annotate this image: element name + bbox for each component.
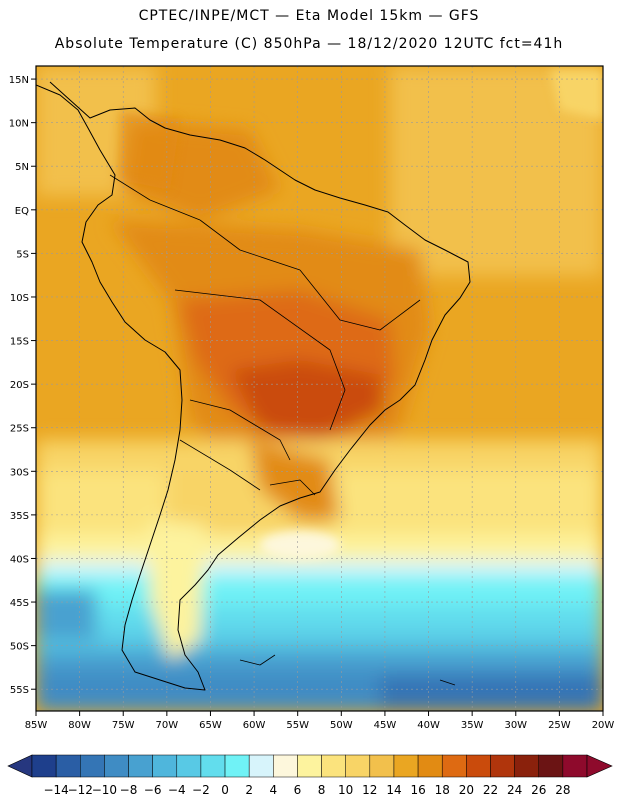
colorbar-label: 14	[386, 783, 401, 797]
lon-label: 85W	[25, 720, 48, 731]
lat-label: 15N	[9, 75, 29, 86]
colorbar-swatch	[417, 754, 443, 778]
colorbar-swatch	[273, 754, 298, 778]
colorbar-swatch	[297, 754, 322, 778]
lon-label: 25W	[548, 720, 571, 731]
colorbar-label: 24	[507, 783, 522, 797]
lat-label: 10S	[10, 293, 29, 304]
lat-label: 20S	[10, 380, 29, 391]
colorbar-label: −12	[68, 783, 93, 797]
colorbar-swatch	[345, 754, 371, 778]
lat-label: 10N	[9, 119, 29, 130]
colorbar-label: 20	[459, 783, 474, 797]
colorbar-label: −10	[92, 783, 117, 797]
colorbar-swatch	[393, 754, 419, 778]
lat-label: 15S	[10, 337, 29, 348]
colorbar-label: 26	[531, 783, 546, 797]
colorbar-swatch	[80, 754, 105, 778]
lat-label: 35S	[10, 511, 29, 522]
colorbar-swatch	[538, 754, 564, 778]
colorbar-swatch	[514, 754, 539, 778]
colorbar-swatch	[321, 754, 346, 778]
lon-label: 75W	[112, 720, 135, 731]
colorbar-swatch	[441, 754, 467, 778]
colorbar-swatch	[369, 754, 395, 778]
colorbar-label: 28	[555, 783, 570, 797]
title-line-1: CPTEC/INPE/MCT — Eta Model 15km — GFS	[138, 8, 480, 24]
lat-label: 25S	[10, 424, 29, 435]
colorbar-label: 16	[410, 783, 425, 797]
colorbar-swatch	[128, 754, 153, 778]
lon-label: 60W	[243, 720, 266, 731]
lon-label: 65W	[199, 720, 222, 731]
lon-label: 20W	[592, 720, 615, 731]
lon-label: 55W	[286, 720, 309, 731]
colorbar-label: 2	[245, 783, 253, 797]
colorbar-label: 10	[338, 783, 353, 797]
lon-label: 45W	[374, 720, 397, 731]
colorbar-label: 8	[318, 783, 326, 797]
colorbar-label: 18	[435, 783, 450, 797]
colorbar-swatch	[152, 754, 178, 778]
lat-label: 30S	[10, 467, 29, 478]
colorbar-swatch	[104, 754, 129, 778]
colorbar-swatch	[55, 754, 81, 778]
colorbar-swatch	[490, 754, 515, 778]
colorbar: −14−12−10 −8 −6 −4 −2 0 2 4 6 8 10 12 14 16 18 20 22 24 26…	[7, 754, 613, 797]
lon-label: 35W	[461, 720, 484, 731]
lon-label: 50W	[330, 720, 353, 731]
lat-label: 50S	[10, 642, 29, 653]
colorbar-swatch	[31, 754, 57, 778]
colorbar-label: −8	[120, 783, 138, 797]
colorbar-swatch	[248, 754, 274, 778]
lat-label: 55S	[10, 685, 29, 696]
colorbar-swatch	[224, 754, 250, 778]
temperature-field	[36, 66, 603, 711]
colorbar-swatch	[466, 754, 491, 778]
lon-label: 70W	[156, 720, 179, 731]
lon-label: 40W	[417, 720, 440, 731]
lat-label: 5N	[15, 162, 29, 173]
colorbar-label: −4	[168, 783, 186, 797]
lon-label: 30W	[504, 720, 527, 731]
colorbar-label: 4	[269, 783, 277, 797]
map-frame	[35, 65, 604, 712]
lon-label: 80W	[68, 720, 91, 731]
colorbar-under-arrow	[7, 754, 33, 778]
colorbar-swatch	[176, 754, 202, 778]
lat-label: EQ	[15, 206, 29, 217]
colorbar-label: −2	[192, 783, 210, 797]
colorbar-label: 22	[483, 783, 498, 797]
axis-labels: 85W 80W 75W 70W 65W 60W 55W 50W 45W 40W 35W 30W 25W 2…	[9, 75, 615, 731]
colorbar-label: 6	[294, 783, 302, 797]
lat-label: 45S	[10, 598, 29, 609]
colorbar-label: −6	[144, 783, 162, 797]
colorbar-label: 12	[362, 783, 377, 797]
lat-label: 40S	[10, 554, 29, 565]
colorbar-over-arrow	[586, 754, 613, 778]
colorbar-swatch	[562, 754, 588, 778]
colorbar-swatch	[200, 754, 226, 778]
coastline	[36, 81, 471, 691]
colorbar-label: −14	[43, 783, 68, 797]
lat-label: 5S	[16, 249, 29, 260]
colorbar-label: 0	[221, 783, 229, 797]
title-line-2: Absolute Temperature (C) 850hPa — 18/12/…	[54, 36, 564, 52]
